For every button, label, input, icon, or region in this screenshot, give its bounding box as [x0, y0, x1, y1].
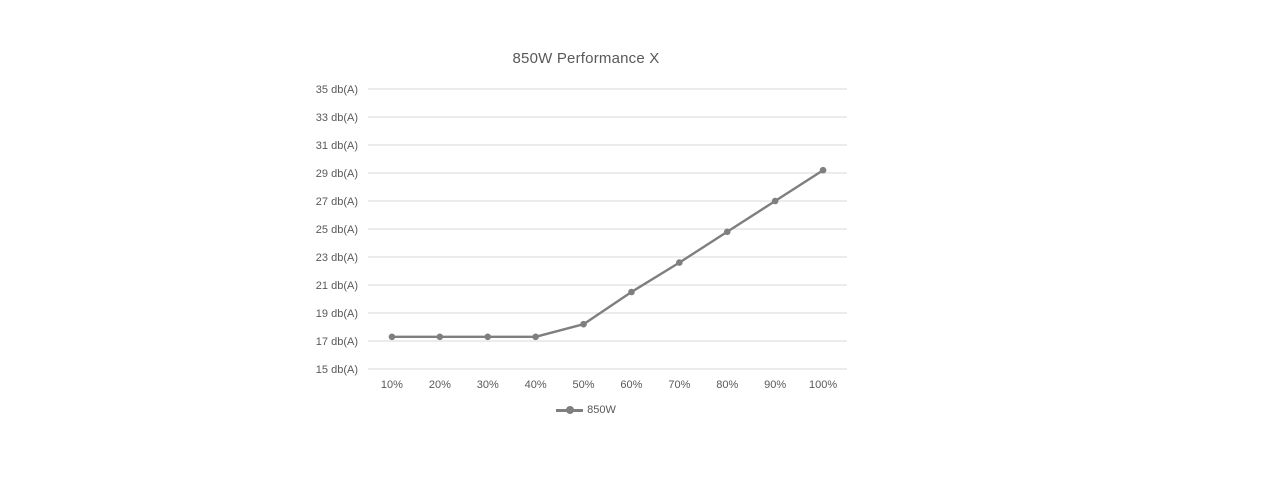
y-axis-tick-label: 17 db(A) — [316, 336, 358, 348]
data-point-10% — [388, 333, 396, 341]
series-line-850w — [390, 168, 825, 338]
data-point-100% — [819, 166, 827, 174]
y-axis-tick-label: 27 db(A) — [316, 196, 358, 208]
data-point-80% — [723, 228, 731, 236]
data-point-50% — [580, 320, 587, 328]
x-axis-tick-label: 30% — [477, 379, 499, 391]
x-axis-tick-label: 40% — [525, 379, 547, 391]
x-axis-tick-label: 50% — [573, 379, 595, 391]
x-axis-tick-label: 60% — [620, 379, 642, 391]
data-point-70% — [676, 259, 683, 266]
x-axis-tick-label: 90% — [764, 379, 786, 391]
y-axis-tick-label: 31 db(A) — [316, 140, 358, 152]
y-axis-tick-label: 25 db(A) — [316, 224, 358, 236]
x-axis-tick-label: 20% — [429, 379, 451, 391]
x-axis-tick-label: 70% — [668, 379, 690, 391]
x-axis-tick-label: 10% — [381, 379, 403, 391]
y-axis-tick-label: 19 db(A) — [316, 308, 358, 320]
data-point-60% — [628, 288, 635, 296]
data-point-20% — [436, 333, 444, 341]
y-axis-tick-label: 33 db(A) — [316, 112, 358, 124]
y-axis-tick-label: 29 db(A) — [316, 168, 358, 180]
x-axis-tick-label: 100% — [809, 379, 837, 391]
legend: 850W — [308, 404, 864, 416]
y-axis-tick-label: 21 db(A) — [316, 280, 358, 292]
data-point-90% — [771, 197, 779, 205]
y-axis-tick-label: 15 db(A) — [316, 364, 358, 376]
data-point-40% — [532, 333, 539, 341]
data-point-30% — [484, 333, 492, 341]
legend-marker-dot-icon — [565, 406, 574, 414]
y-axis-tick-label: 23 db(A) — [316, 252, 358, 264]
x-axis-tick-label: 80% — [716, 379, 738, 391]
legend-line-marker-icon — [556, 406, 584, 414]
chart-title: 850W Performance X — [512, 50, 660, 67]
legend-label: 850W — [587, 404, 616, 416]
y-axis-tick-label: 35 db(A) — [316, 84, 358, 96]
